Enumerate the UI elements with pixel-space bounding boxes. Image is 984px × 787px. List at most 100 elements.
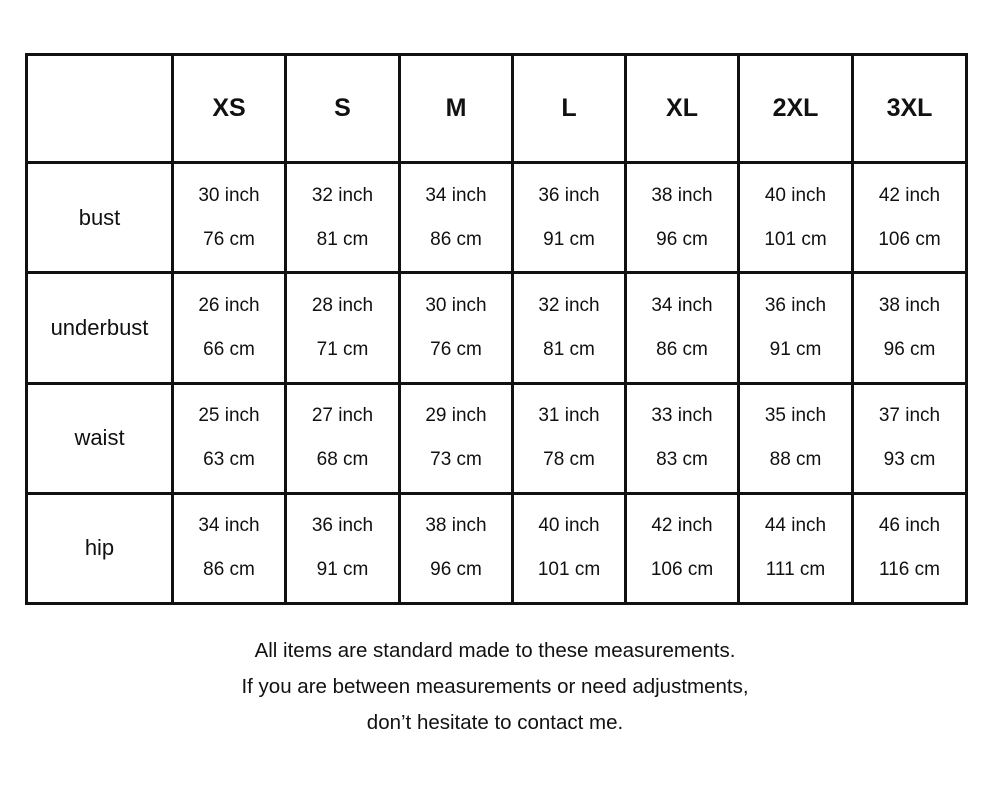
measurement-cell: 42 inch 106 cm	[624, 491, 740, 606]
cm-value: 73 cm	[430, 449, 482, 471]
measurement-label: hip	[25, 491, 174, 606]
table-row: bust 30 inch 76 cm 32 inch 81 cm 34 inch 86 cm…	[25, 160, 968, 275]
measurement-cell: 27 inch 68 cm	[284, 381, 401, 495]
measurement-cell: 26 inch 66 cm	[171, 271, 287, 385]
inch-value: 32 inch	[311, 184, 374, 206]
size-header: XL	[624, 53, 740, 164]
inch-value: 37 inch	[878, 405, 941, 427]
table-row: underbust 26 inch 66 cm 28 inch 71 cm 30 inch…	[25, 271, 968, 385]
measurement-cell: 38 inch 96 cm	[624, 160, 740, 275]
cm-value: 66 cm	[203, 338, 255, 360]
cm-value: 76 cm	[430, 338, 482, 360]
cm-value: 86 cm	[656, 338, 708, 360]
measurement-cell: 31 inch 78 cm	[511, 381, 627, 495]
inch-value: 36 inch	[538, 184, 600, 206]
size-chart-table: XS S M L XL 2XL 3XL bust 30 inch 76 cm 32 inch 81 …	[25, 53, 968, 606]
measurement-cell: 33 inch 83 cm	[624, 381, 740, 495]
inch-value: 38 inch	[425, 515, 487, 537]
cm-value: 83 cm	[656, 449, 708, 471]
cm-value: 101 cm	[764, 228, 827, 250]
cm-value: 71 cm	[316, 338, 369, 360]
inch-value: 36 inch	[311, 515, 374, 537]
inch-value: 34 inch	[425, 184, 487, 206]
inch-value: 40 inch	[538, 515, 600, 537]
measurement-cell: 42 inch 106 cm	[851, 160, 968, 275]
size-header: L	[511, 53, 627, 164]
cm-value: 86 cm	[203, 559, 255, 581]
footnote-line: don’t hesitate to contact me.	[366, 711, 624, 734]
cm-value: 96 cm	[656, 228, 708, 250]
footnote: All items are standard made to these mea…	[0, 633, 984, 741]
measurement-cell: 34 inch 86 cm	[398, 160, 514, 275]
table-row: hip 34 inch 86 cm 36 inch 91 cm 38 inch 96 cm 4…	[25, 491, 968, 606]
cm-value: 96 cm	[883, 338, 936, 360]
measurement-cell: 25 inch 63 cm	[171, 381, 287, 495]
cm-value: 68 cm	[316, 449, 369, 471]
inch-value: 42 inch	[878, 184, 941, 206]
cm-value: 106 cm	[650, 559, 714, 581]
inch-value: 42 inch	[651, 515, 713, 537]
size-header: XS	[171, 53, 287, 164]
table-row: waist 25 inch 63 cm 27 inch 68 cm 29 inch 73 c…	[25, 381, 968, 495]
measurement-cell: 44 inch 111 cm	[737, 491, 854, 606]
size-header: 3XL	[851, 53, 968, 164]
footnote-line: All items are standard made to these mea…	[254, 639, 736, 662]
cm-value: 106 cm	[878, 228, 941, 250]
inch-value: 40 inch	[764, 184, 827, 206]
cm-value: 78 cm	[543, 449, 595, 471]
measurement-cell: 34 inch 86 cm	[624, 271, 740, 385]
inch-value: 25 inch	[198, 405, 260, 427]
measurement-cell: 30 inch 76 cm	[398, 271, 514, 385]
inch-value: 28 inch	[311, 294, 374, 316]
measurement-cell: 46 inch 116 cm	[851, 491, 968, 606]
measurement-cell: 36 inch 91 cm	[737, 271, 854, 385]
cm-value: 86 cm	[430, 228, 482, 250]
inch-value: 44 inch	[764, 515, 827, 537]
measurement-label: waist	[25, 381, 174, 495]
measurement-cell: 32 inch 81 cm	[284, 160, 401, 275]
inch-value: 46 inch	[878, 515, 941, 537]
inch-value: 30 inch	[198, 184, 260, 206]
inch-value: 36 inch	[764, 294, 827, 316]
inch-value: 26 inch	[198, 294, 260, 316]
measurement-cell: 40 inch 101 cm	[737, 160, 854, 275]
cm-value: 91 cm	[316, 559, 369, 581]
size-header: M	[398, 53, 514, 164]
inch-value: 34 inch	[198, 515, 260, 537]
measurement-label: underbust	[25, 271, 174, 385]
size-header: S	[284, 53, 401, 164]
inch-value: 38 inch	[651, 184, 713, 206]
inch-value: 27 inch	[311, 405, 374, 427]
cm-value: 63 cm	[203, 449, 255, 471]
inch-value: 38 inch	[878, 294, 941, 316]
measurement-cell: 36 inch 91 cm	[284, 491, 401, 606]
inch-value: 35 inch	[764, 405, 827, 427]
inch-value: 29 inch	[425, 405, 487, 427]
size-header: 2XL	[737, 53, 854, 164]
measurement-cell: 36 inch 91 cm	[511, 160, 627, 275]
cm-value: 91 cm	[543, 228, 595, 250]
cm-value: 76 cm	[203, 228, 255, 250]
cm-value: 93 cm	[883, 449, 936, 471]
measurement-cell: 38 inch 96 cm	[398, 491, 514, 606]
inch-value: 32 inch	[538, 294, 600, 316]
cm-value: 81 cm	[316, 228, 369, 250]
header-row: XS S M L XL 2XL 3XL	[25, 53, 968, 164]
corner-cell	[25, 53, 174, 164]
measurement-cell: 40 inch 101 cm	[511, 491, 627, 606]
cm-value: 96 cm	[430, 559, 482, 581]
measurement-cell: 28 inch 71 cm	[284, 271, 401, 385]
cm-value: 81 cm	[543, 338, 595, 360]
inch-value: 34 inch	[651, 294, 713, 316]
cm-value: 116 cm	[879, 559, 940, 581]
measurement-cell: 34 inch 86 cm	[171, 491, 287, 606]
measurement-label: bust	[25, 160, 174, 275]
measurement-cell: 32 inch 81 cm	[511, 271, 627, 385]
inch-value: 33 inch	[651, 405, 713, 427]
measurement-cell: 38 inch 96 cm	[851, 271, 968, 385]
measurement-cell: 29 inch 73 cm	[398, 381, 514, 495]
measurement-cell: 35 inch 88 cm	[737, 381, 854, 495]
cm-value: 88 cm	[769, 449, 822, 471]
inch-value: 30 inch	[425, 294, 487, 316]
inch-value: 31 inch	[538, 405, 600, 427]
